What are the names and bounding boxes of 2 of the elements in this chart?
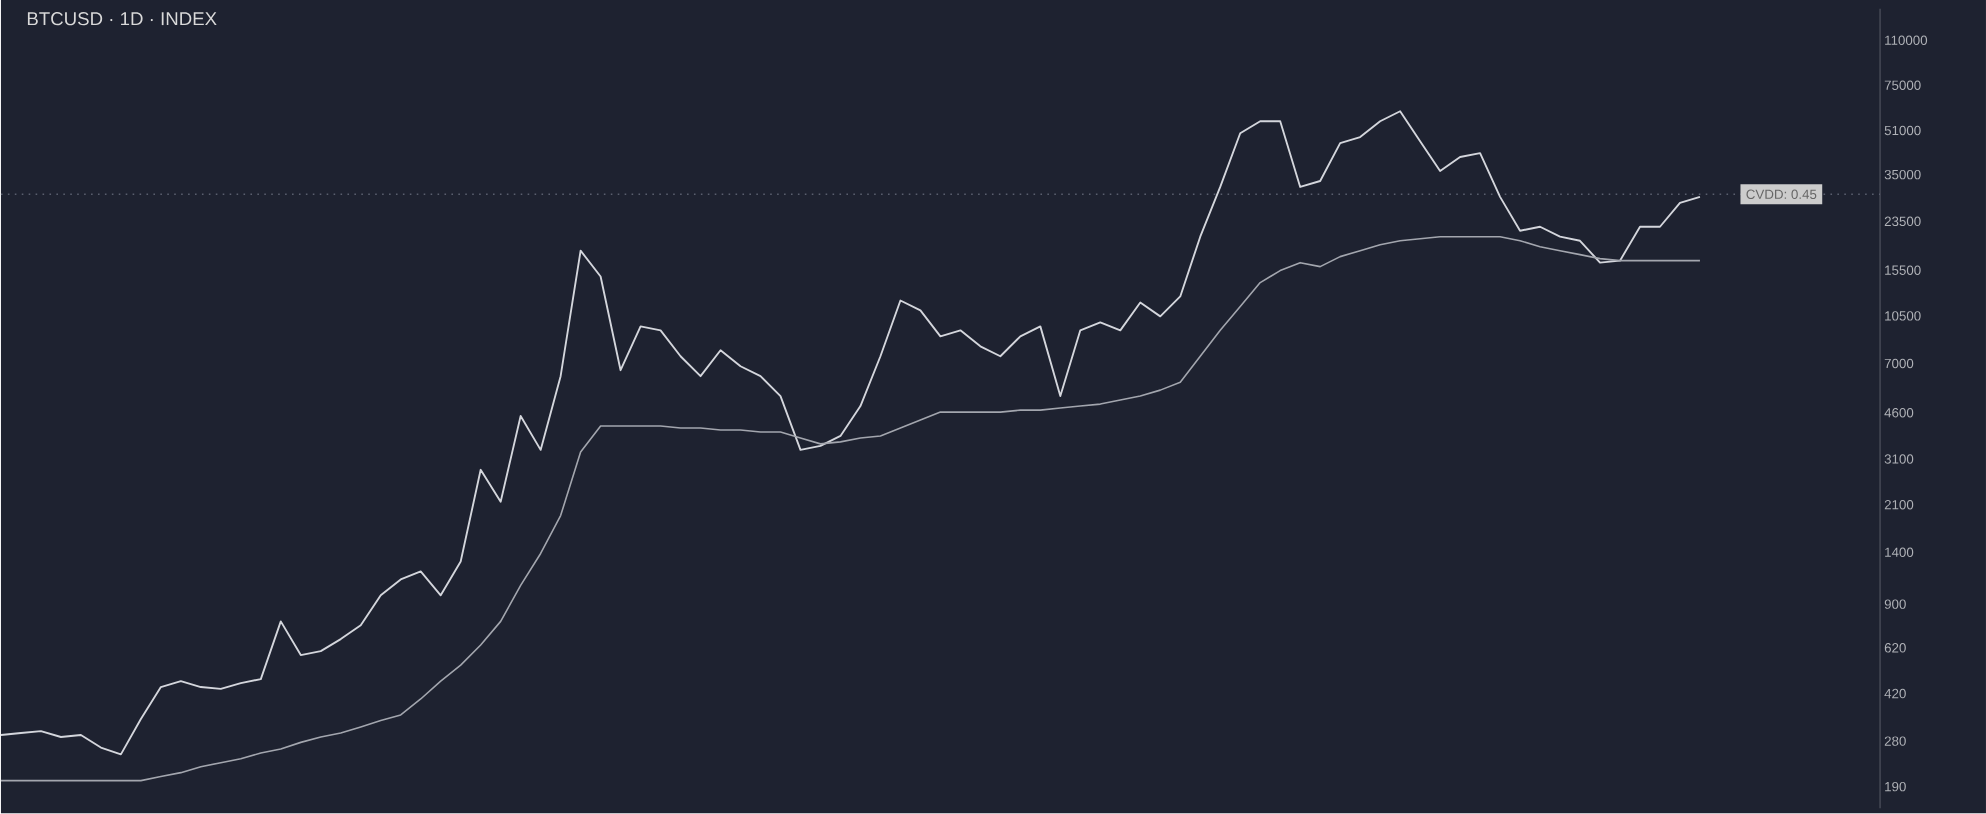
line-series: [0, 110, 1701, 756]
chart-title: BTCUSD · 1D · INDEX: [27, 12, 217, 26]
